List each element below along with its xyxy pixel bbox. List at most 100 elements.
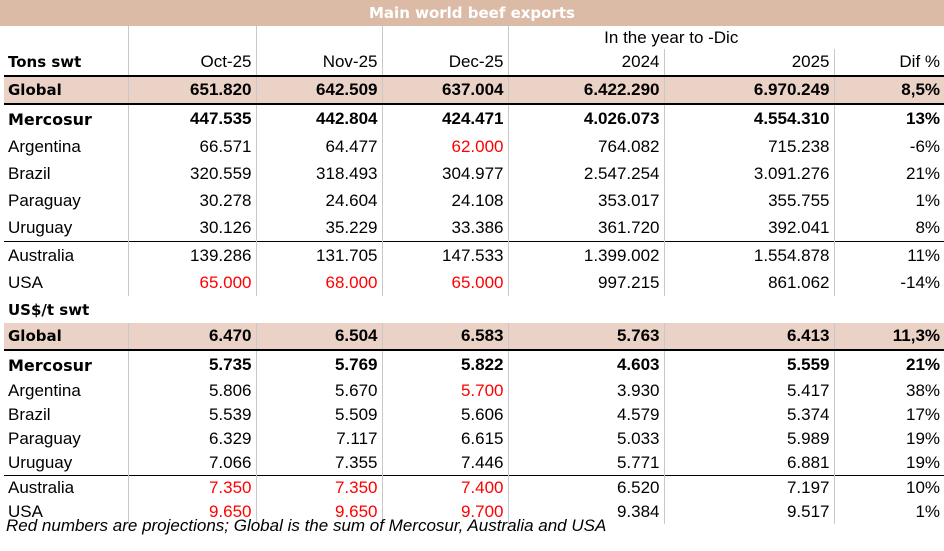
table-row: Global 6.470 6.504 6.583 5.763 6.413 11,3% xyxy=(4,323,944,351)
table-row: Uruguay 7.066 7.355 7.446 5.771 6.881 19% xyxy=(4,451,944,476)
table-row: USA 9.650 9.650 9.700 9.384 9.517 1% xyxy=(4,500,944,524)
row-label: Global xyxy=(4,76,128,105)
unit-label-price: US$/t swt xyxy=(8,300,90,319)
table-cell: 6.413 xyxy=(663,323,835,351)
table-cell: 4.026.073 xyxy=(507,104,664,133)
period-label: In the year to -Dic xyxy=(507,26,835,49)
row-label: Mercosur xyxy=(8,355,92,375)
table-cell: 17% xyxy=(833,403,944,427)
table-cell: 861.062 xyxy=(663,269,835,296)
table-cell: 131.705 xyxy=(255,241,382,269)
table-cell: 65.000 xyxy=(127,269,256,296)
table-cell: 5.670 xyxy=(255,379,382,403)
table-cell: 21% xyxy=(833,350,944,379)
table-cell: 30.278 xyxy=(127,187,256,214)
table-cell: 3.091.276 xyxy=(663,160,835,187)
table-cell: 361.720 xyxy=(507,214,664,242)
row-label: Paraguay xyxy=(8,429,81,448)
table-cell: 5.374 xyxy=(663,403,835,427)
table-cell: 4.579 xyxy=(507,403,664,427)
table-cell: 9.384 xyxy=(507,500,664,524)
table-cell: 9.650 xyxy=(255,500,382,524)
period-header-row: In the year to -Dic xyxy=(4,26,944,49)
table-row: Paraguay 6.329 7.117 6.615 5.033 5.989 19% xyxy=(4,427,944,451)
table-cell: 318.493 xyxy=(255,160,382,187)
table-row: Mercosur 447.535 442.804 424.471 4.026.073 4.… xyxy=(4,104,944,133)
table-cell: 66.571 xyxy=(127,133,256,160)
table-cell: -14% xyxy=(833,269,944,296)
table-cell: 1% xyxy=(833,187,944,214)
table-cell: 7.117 xyxy=(255,427,382,451)
table-cell: 33.386 xyxy=(381,214,508,242)
table-cell: 5.806 xyxy=(127,379,256,403)
table-cell: 7.066 xyxy=(127,451,256,476)
table-cell: 5.033 xyxy=(507,427,664,451)
table-cell: 5.700 xyxy=(381,379,508,403)
table-cell: 764.082 xyxy=(507,133,664,160)
table-cell: 8,5% xyxy=(833,76,944,105)
table-cell: 7.350 xyxy=(255,475,382,500)
row-label: Paraguay xyxy=(8,190,81,210)
table-cell: 11% xyxy=(833,241,944,269)
table-cell: 353.017 xyxy=(507,187,664,214)
table-row: Uruguay 30.126 35.229 33.386 361.720 392.041 8… xyxy=(4,214,944,242)
table-cell: 9.517 xyxy=(663,500,835,524)
table-cell: 5.763 xyxy=(507,323,664,351)
table-cell: 4.554.310 xyxy=(663,104,835,133)
row-label: Argentina xyxy=(8,381,81,400)
table-row: Australia 139.286 131.705 147.533 1.399.002 1… xyxy=(4,241,944,269)
row-label: USA xyxy=(8,272,43,292)
table-cell: 10% xyxy=(833,475,944,500)
table-cell: 7.400 xyxy=(381,475,508,500)
table-cell: 651.820 xyxy=(127,76,256,105)
table-cell: 3.930 xyxy=(507,379,664,403)
table-cell: 5.539 xyxy=(127,403,256,427)
table-row: Paraguay 30.278 24.604 24.108 353.017 355.755… xyxy=(4,187,944,214)
table-cell: 7.197 xyxy=(663,475,835,500)
table-cell: 21% xyxy=(833,160,944,187)
table-cell: 62.000 xyxy=(381,133,508,160)
table-cell: 1% xyxy=(833,500,944,524)
unit-row: US$/t swt xyxy=(4,296,944,323)
row-label: Brazil xyxy=(8,163,51,183)
column-header: Dec-25 xyxy=(381,49,508,77)
footnote: Red numbers are projections; Global is t… xyxy=(6,516,607,535)
table-row: Argentina 66.571 64.477 62.000 764.082 715.23… xyxy=(4,133,944,160)
table-cell: 997.215 xyxy=(507,269,664,296)
row-label: Mercosur xyxy=(8,109,92,129)
row-label: Brazil xyxy=(8,405,51,424)
table-row: Brazil 320.559 318.493 304.977 2.547.254 3.09… xyxy=(4,160,944,187)
table-title: Main world beef exports xyxy=(0,0,944,26)
table-cell: 7.355 xyxy=(255,451,382,476)
column-header: Oct-25 xyxy=(127,49,256,77)
table-cell: 5.606 xyxy=(381,403,508,427)
row-label: Global xyxy=(4,323,128,351)
table-cell: 139.286 xyxy=(127,241,256,269)
table-cell: 65.000 xyxy=(381,269,508,296)
table-cell: 35.229 xyxy=(255,214,382,242)
table-row: Mercosur 5.735 5.769 5.822 4.603 5.559 21% xyxy=(4,350,944,379)
table-cell: 64.477 xyxy=(255,133,382,160)
table-cell: 24.108 xyxy=(381,187,508,214)
table-cell: 715.238 xyxy=(663,133,835,160)
table-cell: 447.535 xyxy=(127,104,256,133)
table-cell: 19% xyxy=(833,451,944,476)
table-cell: 5.989 xyxy=(663,427,835,451)
table-cell: 5.559 xyxy=(663,350,835,379)
table-cell: 7.350 xyxy=(127,475,256,500)
table-cell: 5.417 xyxy=(663,379,835,403)
table-cell: 642.509 xyxy=(255,76,382,105)
table-cell: 2.547.254 xyxy=(507,160,664,187)
table-row: Australia 7.350 7.350 7.400 6.520 7.197 10% xyxy=(4,475,944,500)
table-cell: 11,3% xyxy=(833,323,944,351)
table-cell: 5.769 xyxy=(255,350,382,379)
table-cell: 355.755 xyxy=(663,187,835,214)
price-section: Global 6.470 6.504 6.583 5.763 6.413 11,3% Merc… xyxy=(4,323,944,524)
table-row: Argentina 5.806 5.670 5.700 3.930 5.417 38% xyxy=(4,379,944,403)
table-cell: 24.604 xyxy=(255,187,382,214)
column-header: 2024 xyxy=(507,49,664,77)
column-header: Dif % xyxy=(833,49,944,77)
column-header: Nov-25 xyxy=(255,49,382,77)
table-cell: 6.329 xyxy=(127,427,256,451)
table-cell: 1.554.878 xyxy=(663,241,835,269)
